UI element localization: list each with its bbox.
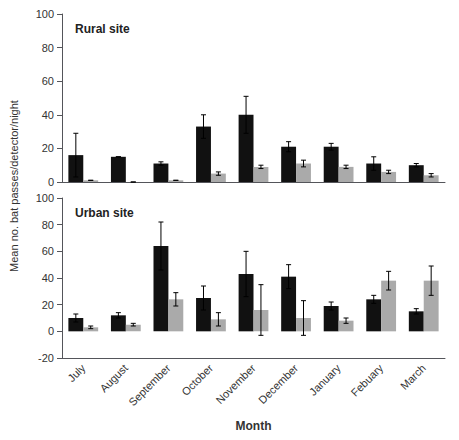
svg-text:Month: Month [236, 419, 272, 433]
svg-text:January: January [307, 361, 343, 397]
svg-text:20: 20 [42, 299, 54, 311]
svg-text:100: 100 [36, 8, 54, 20]
svg-text:60: 60 [42, 245, 54, 257]
svg-text:0: 0 [48, 176, 54, 188]
svg-text:July: July [65, 361, 88, 384]
svg-text:October: October [179, 362, 215, 398]
svg-text:40: 40 [42, 272, 54, 284]
svg-text:March: March [398, 362, 428, 392]
svg-text:September: September [126, 362, 173, 409]
svg-text:80: 80 [42, 219, 54, 231]
svg-text:Mean no. bat passes/detector/n: Mean no. bat passes/detector/night [8, 100, 20, 272]
svg-text:0: 0 [48, 325, 54, 337]
svg-text:December: December [256, 362, 301, 407]
svg-text:20: 20 [42, 142, 54, 154]
svg-text:60: 60 [42, 75, 54, 87]
svg-text:100: 100 [36, 192, 54, 204]
svg-text:November: November [213, 362, 258, 407]
svg-text:Urban site: Urban site [75, 206, 134, 220]
svg-text:80: 80 [42, 42, 54, 54]
svg-text:Febuary: Febuary [348, 361, 385, 398]
svg-text:40: 40 [42, 109, 54, 121]
svg-text:-20: -20 [38, 352, 54, 364]
svg-text:August: August [97, 362, 130, 395]
svg-text:Rural site: Rural site [75, 22, 130, 36]
